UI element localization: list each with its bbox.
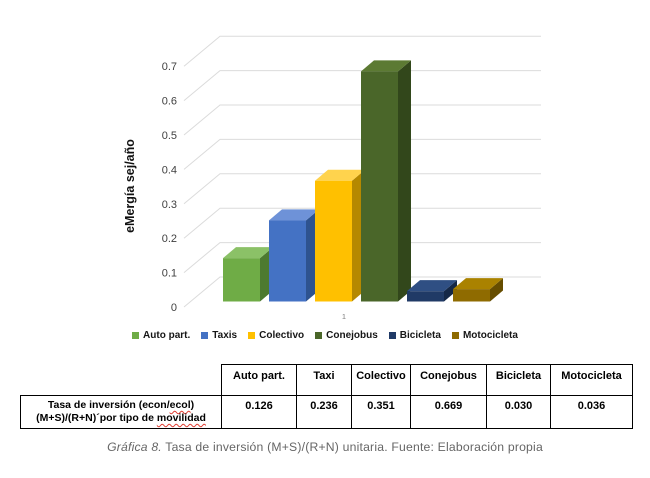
legend-item: Colectivo — [248, 330, 304, 341]
gridline — [183, 104, 541, 136]
column-header-colectivo: Colectivo — [351, 364, 411, 396]
row-label-text: (M+S)/(R+N)´por tipo de — [36, 412, 157, 425]
bar-conejobus — [361, 60, 411, 302]
gridline — [183, 138, 541, 170]
bar-top-face — [223, 247, 273, 259]
bar-front-face — [361, 71, 398, 302]
legend-swatch — [388, 332, 396, 339]
value-cell-auto-part: 0.126 — [221, 394, 297, 430]
table-data-row: Tasa de inversión (econ/ecol) (M+S)/(R+N… — [20, 394, 633, 430]
value-cell-motocicleta: 0.036 — [550, 394, 633, 430]
y-tick-label: 0.6 — [162, 96, 177, 108]
row-label-text: Tasa de inversión (econ/ — [47, 399, 170, 411]
bar-side-face — [398, 60, 411, 302]
bar-front-face — [453, 289, 490, 302]
bar-side-face — [490, 278, 503, 302]
legend-item: Taxis — [201, 330, 237, 341]
gridline — [183, 242, 541, 273]
bar-bicicleta — [407, 280, 457, 302]
legend-label: Conejobus — [326, 330, 378, 341]
legend-item: Motocicleta — [451, 330, 518, 341]
bar-top-face — [407, 280, 457, 292]
legend-swatch — [248, 332, 256, 339]
y-tick-label: 0.2 — [162, 233, 177, 245]
value-cell-bicicleta: 0.030 — [486, 394, 551, 430]
value-cell-colectivo: 0.351 — [351, 394, 411, 430]
bar-taxis — [269, 209, 319, 302]
y-tick-label: 0.1 — [162, 268, 177, 280]
column-header-auto-part: Auto part. — [221, 364, 297, 396]
spellcheck-word: movilidad — [156, 412, 206, 425]
spellcheck-word: ecol — [169, 399, 191, 411]
legend-label: Colectivo — [259, 330, 305, 341]
bar-side-face — [444, 280, 457, 302]
legend-item: Bicicleta — [388, 330, 441, 341]
legend-swatch — [201, 332, 209, 339]
bar-chart: 0 0.1 0.2 0.3 0.4 0.5 0.6 0.7 eMergía sej/año 1 — [123, 35, 541, 321]
bar-front-face — [269, 220, 306, 302]
caption-figure-number: Gráfica 8. — [107, 440, 162, 454]
bar-front-face — [315, 180, 352, 302]
bars — [223, 60, 503, 302]
bar-top-face — [269, 209, 319, 221]
y-axis-title: eMergía sej/año — [123, 139, 137, 233]
chart-legend: Auto part. Taxis Colectivo Conejobus Bicicle… — [0, 330, 650, 341]
legend-label: Auto part. — [143, 330, 191, 341]
gridline — [183, 70, 541, 101]
column-header-bicicleta: Bicicleta — [486, 364, 551, 396]
gridline — [183, 276, 541, 308]
legend-swatch — [132, 332, 140, 339]
y-axis-ticks: 0 0.1 0.2 0.3 0.4 0.5 0.6 0.7 — [162, 61, 177, 314]
legend-swatch — [315, 332, 323, 339]
x-axis-tick-label: 1 — [342, 312, 346, 321]
bar-colectivo — [315, 169, 365, 302]
legend-item: Auto part. — [132, 330, 190, 341]
gridline — [183, 207, 541, 239]
legend-label: Bicicleta — [399, 330, 441, 341]
bar-top-face — [453, 278, 503, 290]
data-table: Auto part. Taxi Colectivo Conejobus Bici… — [20, 364, 633, 430]
column-header-motocicleta: Motocicleta — [550, 364, 633, 396]
gridline — [183, 173, 541, 205]
column-header-conejobus: Conejobus — [410, 364, 487, 396]
gridlines — [183, 35, 541, 308]
y-tick-label: 0 — [171, 302, 177, 314]
table-header-row: Auto part. Taxi Colectivo Conejobus Bici… — [21, 364, 633, 396]
caption-text: Tasa de inversión (M+S)/(R+N) unitaria. … — [161, 440, 543, 454]
gridline — [183, 35, 541, 67]
row-label-line1: Tasa de inversión (econ/ecol) — [25, 399, 217, 412]
table-blank-cell — [21, 365, 222, 396]
row-label-line2: (M+S)/(R+N)´por tipo de movilidad — [25, 412, 217, 425]
column-header-taxi: Taxi — [296, 364, 352, 396]
bar-front-face — [223, 258, 260, 302]
bar-top-face — [361, 60, 411, 72]
value-cell-taxi: 0.236 — [296, 394, 352, 430]
bar-front-face — [407, 291, 444, 302]
value-cell-conejobus: 0.669 — [410, 394, 487, 430]
y-tick-label: 0.5 — [162, 130, 177, 142]
data-table-wrapper: Auto part. Taxi Colectivo Conejobus Bici… — [20, 364, 633, 430]
legend-swatch — [451, 332, 459, 339]
y-tick-label: 0.3 — [162, 199, 177, 211]
bar-motocicleta — [453, 278, 503, 302]
bar-auto-part — [223, 247, 273, 302]
y-tick-label: 0.4 — [162, 164, 177, 176]
bar-top-face — [315, 169, 365, 181]
row-label-text: ) — [190, 399, 195, 411]
y-tick-label: 0.7 — [162, 61, 177, 73]
legend-item: Conejobus — [315, 330, 378, 341]
figure-caption: Gráfica 8. Tasa de inversión (M+S)/(R+N)… — [0, 440, 650, 454]
legend-label: Taxis — [212, 330, 238, 341]
legend-label: Motocicleta — [462, 330, 518, 341]
row-label-cell: Tasa de inversión (econ/ecol) (M+S)/(R+N… — [20, 394, 222, 430]
